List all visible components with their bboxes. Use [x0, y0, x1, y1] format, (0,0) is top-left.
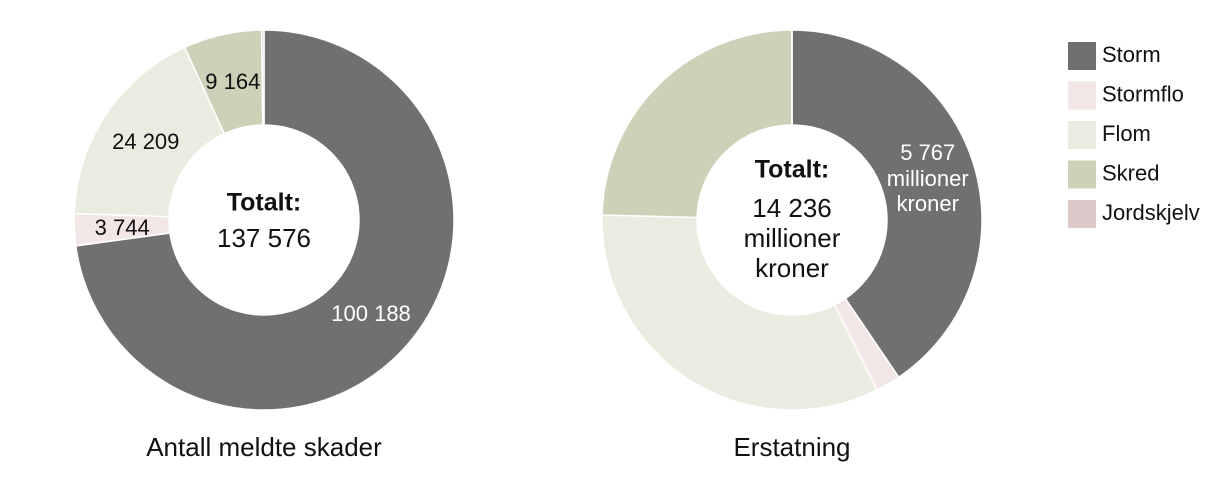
- slice: [791, 29, 983, 379]
- value-label: 9 164: [205, 68, 261, 94]
- legend-swatch: [1068, 42, 1096, 70]
- slice: [74, 29, 455, 411]
- value-label-box: 3 744: [94, 214, 150, 240]
- value-label-box: 5 767 millioner kroner: [886, 140, 969, 216]
- center-label-box: 137 576: [217, 223, 311, 254]
- center-label: 14 236 millioner kroner: [743, 193, 841, 283]
- value-label-box: 24 209: [112, 128, 180, 154]
- legend-label: Flom: [1102, 121, 1151, 146]
- value-label: 5 767 millioner kroner: [886, 140, 969, 216]
- chart-title: Antall meldte skader: [146, 432, 382, 462]
- slice: [260, 29, 265, 126]
- value-label: 3 744: [94, 214, 150, 240]
- legend-swatch: [1068, 81, 1096, 110]
- value-label-box: 9 164: [205, 68, 261, 94]
- slice: [601, 29, 793, 219]
- legend-label: Storm: [1102, 42, 1161, 67]
- chart-title: Erstatning: [733, 432, 850, 462]
- value-label: 24 209: [112, 128, 180, 154]
- center-label: 137 576: [217, 223, 311, 254]
- legend-label: Stormflo: [1102, 81, 1184, 106]
- legend-swatch: [1068, 200, 1096, 228]
- legend-label: Jordskjelv: [1102, 200, 1200, 225]
- slice: [73, 46, 226, 218]
- legend-swatch: [1068, 121, 1096, 149]
- center-title: Totalt:: [755, 156, 830, 184]
- center-title: Totalt:: [227, 189, 302, 217]
- center-label-box: 14 236 millioner kroner: [743, 193, 841, 283]
- slice: [601, 214, 879, 411]
- value-label-box: 100 188: [331, 300, 411, 326]
- legend-swatch: [1068, 160, 1096, 189]
- legend-label: Skred: [1102, 160, 1159, 185]
- value-label: 100 188: [331, 300, 411, 326]
